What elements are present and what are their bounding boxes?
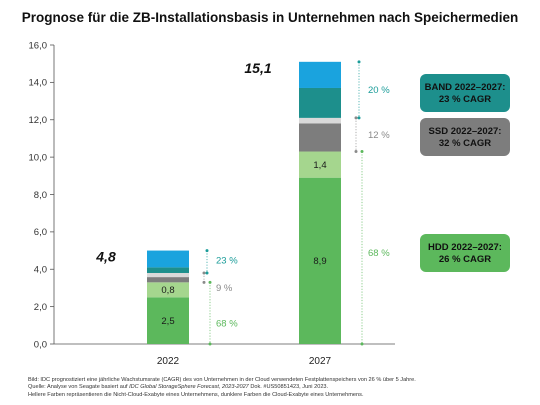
share-bracket-end xyxy=(354,150,358,154)
bar-segment-hdd_cloud xyxy=(147,297,189,344)
y-tick-label: 0,0 xyxy=(34,339,47,350)
segment-value-label: 8,9 xyxy=(313,256,326,267)
cagr-legend: BAND 2022–2027:23 % CAGR SSD 2022–2027:32… xyxy=(420,74,510,272)
cagr-box-label: HDD 2022–2027: xyxy=(428,242,502,253)
cagr-box-label: 32 % CAGR xyxy=(439,138,491,149)
y-axis: 0,0 2,0 4,0 6,0 8,0 10,0 12,0 14,0 16,0 xyxy=(29,40,395,350)
cagr-box xyxy=(420,118,510,156)
cagr-box-label: BAND 2022–2027: xyxy=(425,82,506,93)
share-bracket-end xyxy=(205,271,209,275)
share-annotations: 23 % 9 % 68 % 20 % 12 % 68 % xyxy=(202,60,390,346)
x-tick-label: 2022 xyxy=(157,356,180,367)
share-bracket-end xyxy=(357,60,361,64)
share-label: 20 % xyxy=(368,85,390,96)
bar-segment-tape_noncloud xyxy=(299,61,341,88)
y-tick-label: 16,0 xyxy=(29,40,48,51)
share-label: 23 % xyxy=(216,256,238,267)
bar-segment-hdd_noncloud xyxy=(147,282,189,298)
bar-segment-ssd_noncloud xyxy=(147,272,189,278)
bars: 2,5 0,8 2022 4,8 8,9 1,4 2027 15,1 xyxy=(95,60,341,367)
chart-title: Prognose für die ZB-Installationsbasis i… xyxy=(22,10,519,25)
bar-segment-hdd_noncloud xyxy=(299,151,341,178)
bar-segment-tape_noncloud xyxy=(147,250,189,268)
cagr-box-label: SSD 2022–2027: xyxy=(429,126,502,137)
share-label: 68 % xyxy=(216,319,238,330)
bar-segment-ssd_noncloud xyxy=(299,117,341,124)
share-label: 12 % xyxy=(368,130,390,141)
segment-value-label: 2,5 xyxy=(161,316,174,327)
footnote-source-suffix: Dok. #US50851423, Juni 2023. xyxy=(248,384,329,391)
y-tick-label: 10,0 xyxy=(29,152,48,163)
share-bracket-end xyxy=(202,280,206,284)
y-tick-label: 2,0 xyxy=(34,302,47,313)
bar-segment-ssd_cloud xyxy=(299,123,341,152)
share-bracket-end xyxy=(202,271,206,275)
bar-segment-hdd_cloud xyxy=(299,177,341,344)
footnote: Bild: IDC prognostiziert eine jährliche … xyxy=(28,377,528,399)
total-label: 15,1 xyxy=(244,60,271,76)
footnote-line-1: Bild: IDC prognostiziert eine jährliche … xyxy=(28,377,416,383)
segment-value-label: 0,8 xyxy=(161,285,174,296)
y-tick-label: 6,0 xyxy=(34,227,47,238)
footnote-line-2: Quelle: Analyse von Seagate basiert auf … xyxy=(28,384,528,391)
y-tick-label: 4,0 xyxy=(34,265,47,276)
bar-segment-tape_cloud xyxy=(299,87,341,118)
footnote-source-title: IDC Global StorageSphere Forecast, 2023-… xyxy=(129,384,249,391)
share-bracket-end xyxy=(354,116,358,120)
share-label: 68 % xyxy=(368,248,390,259)
y-tick-label: 8,0 xyxy=(34,190,47,201)
share-bracket-end xyxy=(360,150,364,154)
cagr-box-label: 23 % CAGR xyxy=(439,94,491,105)
footnote-line-3: Hellere Farben repräsentieren die Nicht-… xyxy=(28,391,364,398)
cagr-box-label: 26 % CAGR xyxy=(439,254,491,265)
share-label: 9 % xyxy=(216,283,233,294)
share-bracket-end xyxy=(208,342,212,346)
x-tick-label: 2027 xyxy=(309,356,332,367)
share-bracket-end xyxy=(205,249,209,253)
segment-value-label: 1,4 xyxy=(313,160,326,171)
y-tick-label: 14,0 xyxy=(29,78,48,89)
share-bracket-end xyxy=(360,342,364,346)
share-bracket-end xyxy=(357,116,361,120)
share-bracket-end xyxy=(208,280,212,284)
footnote-source-prefix: Quelle: Analyse von Seagate basiert auf xyxy=(28,384,130,391)
bar-segment-ssd_cloud xyxy=(147,277,189,283)
cagr-box xyxy=(420,234,510,272)
total-label: 4,8 xyxy=(95,249,116,265)
cagr-box xyxy=(420,74,510,112)
bar-segment-tape_cloud xyxy=(147,267,189,273)
y-tick-label: 12,0 xyxy=(29,115,48,126)
